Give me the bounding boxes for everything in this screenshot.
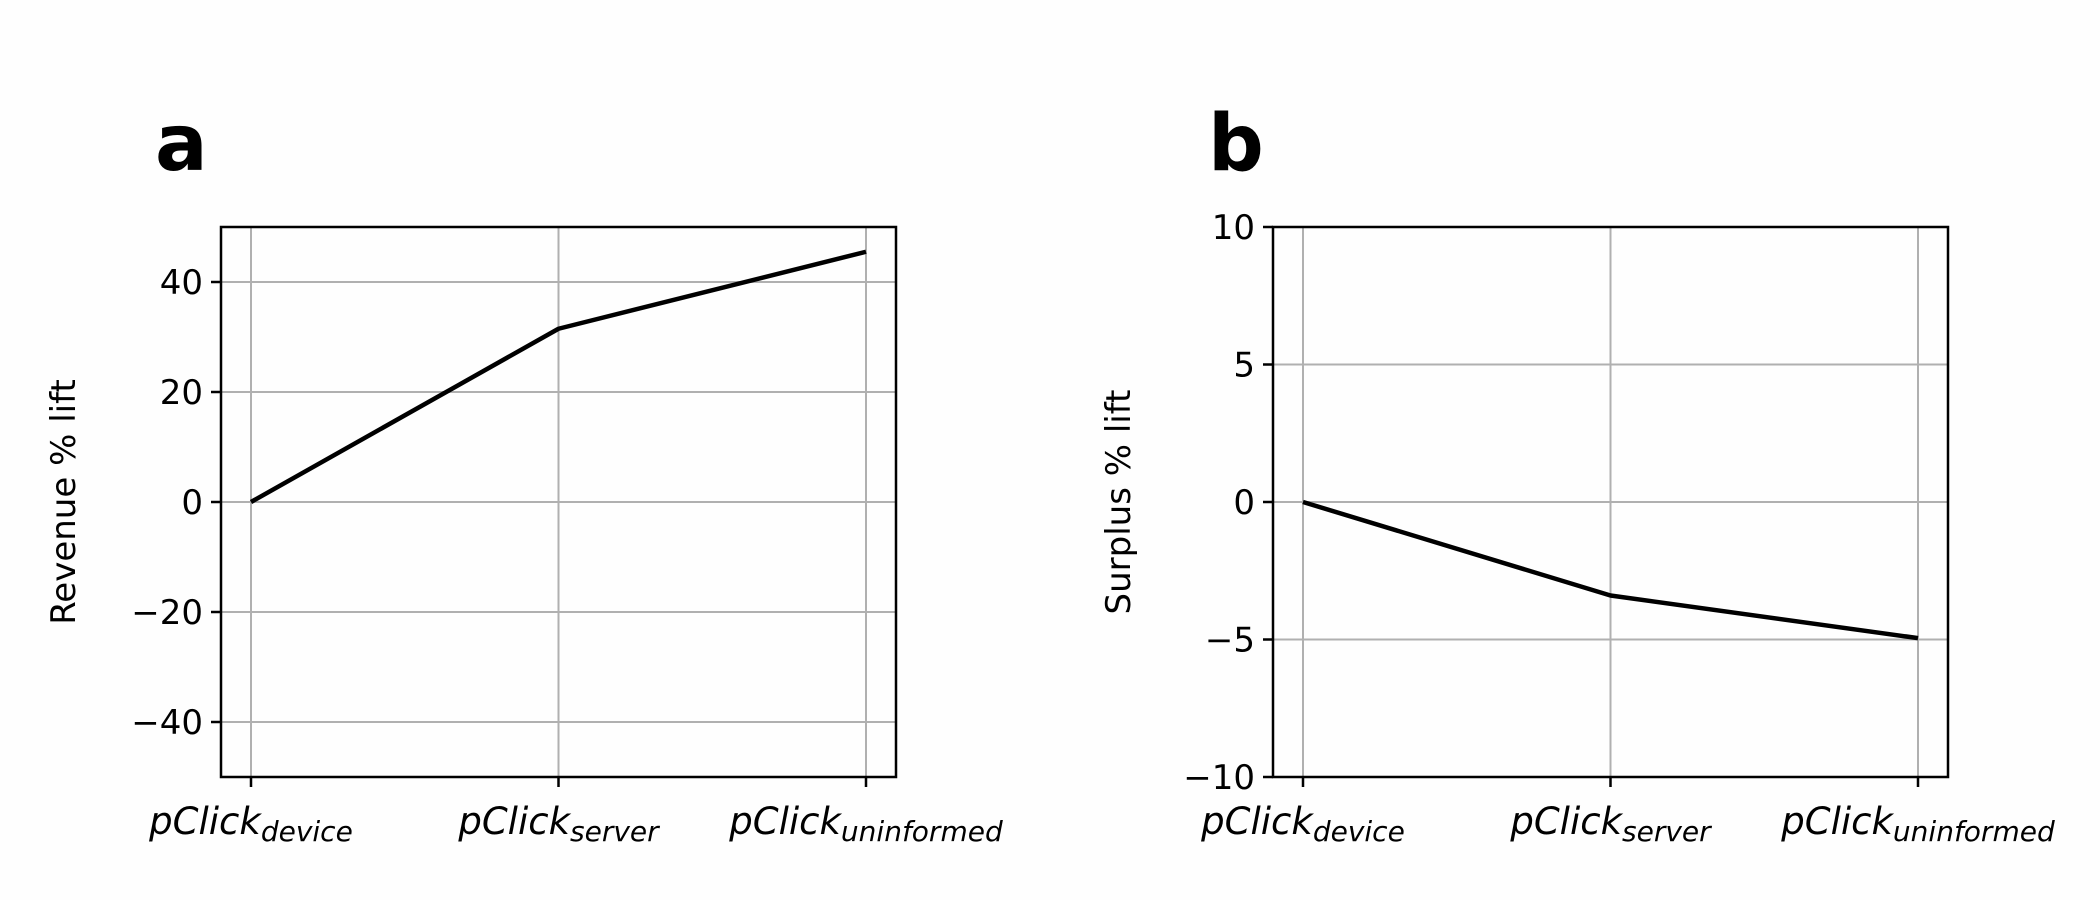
y-tick-label: 40	[160, 263, 203, 303]
x-tick-label: pClickuninformed	[728, 800, 1003, 848]
y-tick-label: 0	[181, 483, 203, 523]
x-tick-label-base: pClick	[1509, 800, 1623, 843]
x-tick-label-sub: server	[570, 815, 660, 848]
y-tick-label: −10	[1183, 758, 1255, 798]
y-axis-title: Revenue % lift	[44, 379, 84, 625]
y-tick-label: 5	[1233, 346, 1255, 386]
x-tick-label: pClickserver	[457, 800, 660, 848]
y-tick-label: −40	[131, 703, 203, 743]
x-tick-label: pClickserver	[1509, 800, 1712, 848]
x-tick-label-base: pClick	[1200, 800, 1314, 843]
y-tick-label: 0	[1233, 483, 1255, 523]
panel-label: b	[1208, 99, 1264, 189]
x-tick-label: pClickdevice	[148, 800, 353, 848]
x-tick-label-base: pClick	[1780, 800, 1894, 843]
y-tick-label: 10	[1212, 208, 1255, 248]
y-tick-label: −20	[131, 593, 203, 633]
x-tick-label-sub: device	[1313, 815, 1405, 848]
y-axis-title: Surplus % lift	[1099, 390, 1139, 615]
y-tick-label: −5	[1205, 621, 1255, 661]
x-tick-label-sub: server	[1622, 815, 1712, 848]
panel-label: a	[155, 99, 208, 189]
y-tick-label: 20	[160, 373, 203, 413]
x-tick-label: pClickuninformed	[1780, 800, 2055, 848]
x-tick-label-sub: uninformed	[1893, 815, 2055, 848]
x-tick-label-sub: uninformed	[841, 815, 1003, 848]
x-tick-label-base: pClick	[148, 800, 262, 843]
x-tick-label-base: pClick	[728, 800, 842, 843]
x-tick-label-sub: device	[261, 815, 353, 848]
x-tick-label: pClickdevice	[1200, 800, 1405, 848]
x-tick-label-base: pClick	[457, 800, 571, 843]
